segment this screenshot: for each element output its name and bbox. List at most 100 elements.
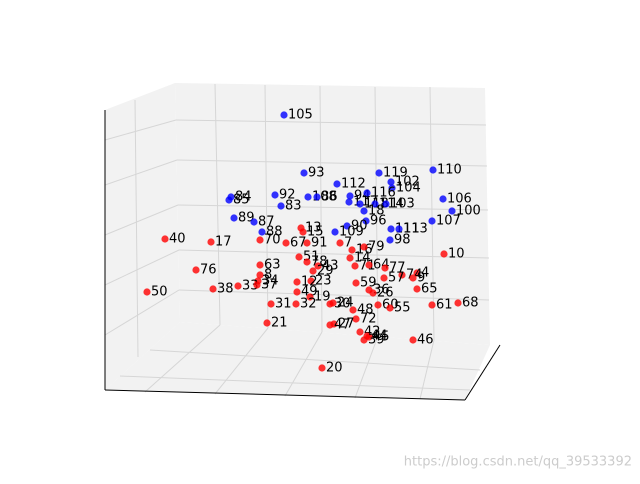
point [386, 236, 394, 244]
point-label: 61 [436, 298, 453, 313]
point [413, 269, 421, 277]
point [225, 196, 233, 204]
point [439, 195, 447, 203]
point [295, 253, 303, 261]
point [234, 282, 242, 290]
point [267, 300, 275, 308]
point [371, 200, 379, 208]
point [309, 267, 317, 275]
point-label: 108 [312, 190, 337, 205]
point-label: 119 [383, 166, 408, 181]
point [374, 301, 382, 309]
point-label: 37 [261, 278, 278, 293]
point-label: 76 [200, 263, 217, 278]
point-label: 47 [334, 318, 351, 333]
point [440, 250, 448, 258]
point [375, 169, 383, 177]
point-label: 63 [264, 258, 281, 273]
point-label: 70 [264, 233, 281, 248]
point-label: 102 [395, 175, 420, 190]
point-label: 40 [169, 232, 186, 247]
point-label: 100 [456, 204, 481, 219]
point [303, 239, 311, 247]
point-label: 93 [308, 166, 325, 181]
point [280, 111, 288, 119]
point [352, 315, 360, 323]
point [263, 319, 271, 327]
point [380, 274, 388, 282]
point-label: 31 [275, 297, 292, 312]
point-label: 68 [462, 296, 479, 311]
point [207, 238, 215, 246]
point-label: 15 [307, 225, 324, 240]
point-label: 39 [368, 333, 385, 348]
point-label: 112 [341, 177, 366, 192]
point [292, 300, 300, 308]
point [448, 207, 456, 215]
point-label: 85 [233, 193, 250, 208]
point [369, 289, 377, 297]
point-label: 116 [371, 186, 396, 201]
point [293, 288, 301, 296]
point [363, 189, 371, 197]
point [428, 217, 436, 225]
point [428, 301, 436, 309]
point [318, 364, 326, 372]
point-label: 30 [334, 297, 351, 312]
point [409, 274, 417, 282]
point-label: 36 [373, 283, 390, 298]
point [256, 271, 264, 279]
point-label: 32 [300, 297, 317, 312]
point-label: 86 [321, 190, 338, 205]
watermark: https://blog.csdn.net/qq_39533392 [404, 455, 632, 470]
point [192, 266, 200, 274]
point-label: 48 [357, 303, 374, 318]
point-label: 113 [403, 222, 428, 237]
point-label: 105 [288, 108, 313, 123]
point [258, 228, 266, 236]
point-label: 65 [421, 282, 438, 297]
point [349, 306, 357, 314]
point [307, 277, 315, 285]
point-label: 8 [264, 268, 272, 283]
point-label: 34 [262, 274, 279, 289]
point [314, 262, 322, 270]
point [304, 193, 312, 201]
point [360, 207, 368, 215]
point-label: 111 [395, 222, 420, 237]
point [386, 304, 394, 312]
point [326, 300, 334, 308]
point [331, 228, 339, 236]
point-label: 7 [344, 236, 352, 251]
point-label: 57 [388, 271, 405, 286]
point [271, 191, 279, 199]
point-label: 10 [448, 247, 465, 262]
point-label: 26 [377, 286, 394, 301]
point-label: 24 [337, 296, 354, 311]
point [313, 193, 321, 201]
point-label: 72 [360, 312, 377, 327]
point-label: 46 [417, 333, 434, 348]
point-label: 87 [258, 215, 275, 230]
point [333, 180, 341, 188]
point [306, 293, 314, 301]
point [346, 192, 354, 200]
point-label: 55 [394, 301, 411, 316]
point-label: 27 [338, 317, 355, 332]
point [346, 254, 354, 262]
point-label: 67 [290, 236, 307, 251]
point [209, 285, 217, 293]
point [348, 246, 356, 254]
point [360, 336, 368, 344]
point-label: 17 [215, 235, 232, 250]
point [336, 239, 344, 247]
point-label: 45 [373, 330, 390, 345]
point [356, 200, 364, 208]
point [300, 169, 308, 177]
point [387, 225, 395, 233]
point-label: 4 [421, 266, 429, 281]
point [143, 288, 151, 296]
point [256, 236, 264, 244]
point-label: 96 [370, 214, 387, 229]
